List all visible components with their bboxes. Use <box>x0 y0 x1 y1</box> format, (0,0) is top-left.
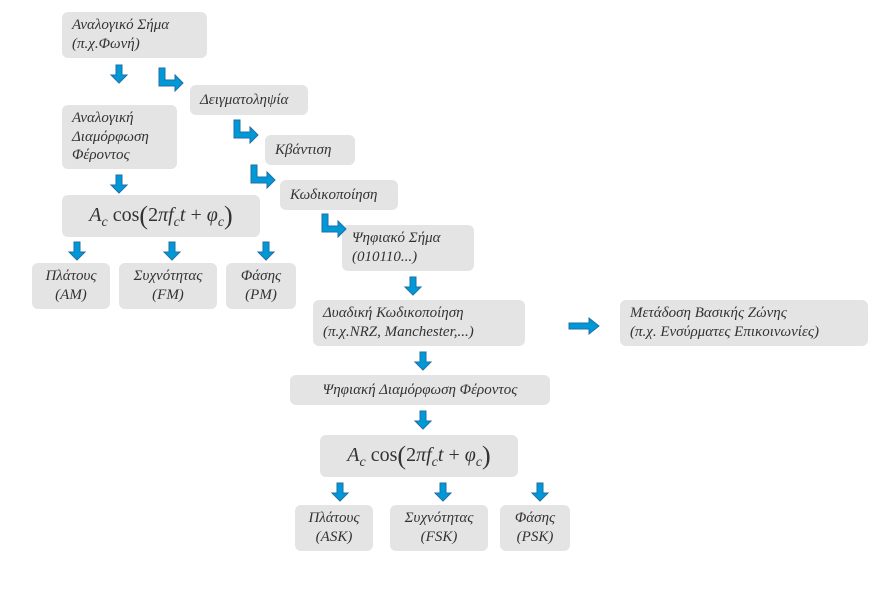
arrow-elbow-icon <box>155 66 185 92</box>
node-fm: Συχνότητας(FM) <box>119 263 217 309</box>
arrow-down-icon <box>67 240 87 262</box>
arrow-down-icon <box>256 240 276 262</box>
arrow-elbow-icon <box>230 118 260 144</box>
node-coding: Κωδικοποίηση <box>280 180 398 210</box>
arrow-down-icon <box>413 350 433 372</box>
node-digital_mod: Ψηφιακή Διαμόρφωση Φέροντος <box>290 375 550 405</box>
node-pm: Φάσης(PM) <box>226 263 296 309</box>
arrow-down-icon <box>413 409 433 431</box>
arrow-down-icon <box>330 481 350 503</box>
arrow-right-icon <box>567 316 601 336</box>
node-am: Πλάτους(AM) <box>32 263 110 309</box>
node-sampling: Δειγματοληψία <box>190 85 308 115</box>
node-carrier_digital: Ac cos(2πfct + φc) <box>320 435 518 477</box>
arrow-elbow-icon <box>318 212 348 238</box>
node-analog_signal: Αναλογικό Σήμα(π.χ.Φωνή) <box>62 12 207 58</box>
arrow-elbow-icon <box>247 163 277 189</box>
node-baseband: Μετάδοση Βασικής Ζώνης(π.χ. Ενσύρματες Ε… <box>620 300 868 346</box>
node-psk: Φάσης(PSK) <box>500 505 570 551</box>
arrow-down-icon <box>530 481 550 503</box>
arrow-down-icon <box>403 275 423 297</box>
node-fsk: Συχνότητας(FSK) <box>390 505 488 551</box>
arrow-down-icon <box>433 481 453 503</box>
node-ask: Πλάτους(ASK) <box>295 505 373 551</box>
arrow-down-icon <box>109 173 129 195</box>
node-analog_mod: ΑναλογικήΔιαμόρφωσηΦέροντος <box>62 105 177 169</box>
node-quantization: Κβάντιση <box>265 135 355 165</box>
arrow-down-icon <box>162 240 182 262</box>
node-binary_coding: Δυαδική Κωδικοποίηση(π.χ.NRZ, Manchester… <box>313 300 525 346</box>
node-carrier_analog: Ac cos(2πfct + φc) <box>62 195 260 237</box>
node-digital_signal: Ψηφιακό Σήμα(010110...) <box>342 225 474 271</box>
arrow-down-icon <box>109 63 129 85</box>
